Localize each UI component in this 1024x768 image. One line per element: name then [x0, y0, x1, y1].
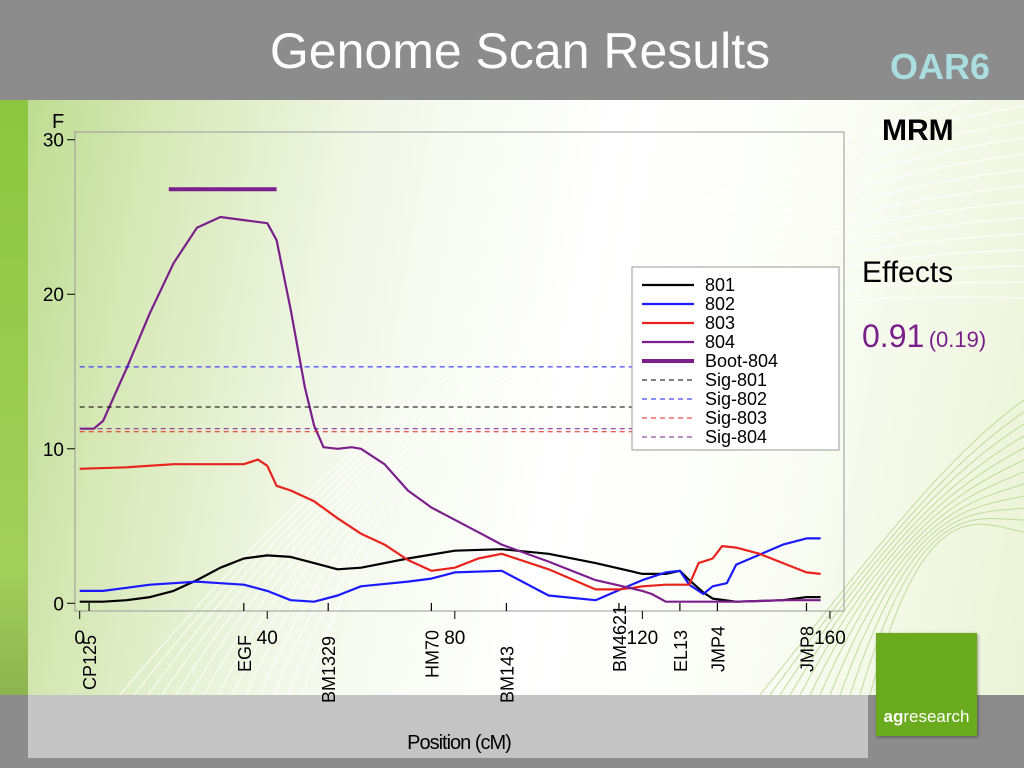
- background-wave: [119, 100, 978, 695]
- background-wave: [273, 265, 1024, 695]
- legend-label: Sig-803: [705, 408, 767, 428]
- legend-label: 801: [705, 275, 735, 295]
- axis-tick-labels: 0 40 80 120 160 0 10 20 30: [43, 131, 846, 649]
- background-wave: [869, 523, 1024, 695]
- logo-text-light: research: [903, 707, 970, 726]
- logo-text: agresearch: [876, 707, 977, 727]
- y-axis-label: F: [52, 111, 64, 133]
- background-wave: [189, 169, 1024, 695]
- x-tick-label: 40: [257, 628, 278, 649]
- x-tick-label: 120: [627, 628, 659, 649]
- y-tick-label: 10: [43, 440, 64, 461]
- background-wave: [245, 233, 1024, 695]
- marker-label: CP125: [80, 635, 100, 690]
- legend-label: Sig-804: [705, 427, 767, 447]
- background-wave: [809, 459, 1024, 695]
- background-wave: [789, 435, 1024, 695]
- marker-label: BM1329: [319, 636, 339, 703]
- y-tick-label: 20: [43, 285, 64, 306]
- marker-label: HM70: [422, 630, 442, 678]
- legend-box: [631, 266, 840, 451]
- method-label: MRM: [882, 114, 954, 147]
- marker-label: JMP8: [797, 626, 817, 672]
- background-wave: [759, 399, 1024, 695]
- chromosome-label: OAR6: [889, 46, 990, 87]
- background-wave: [175, 153, 1024, 695]
- background-panel: [0, 100, 1024, 695]
- marker-label: BM4621: [610, 605, 630, 672]
- series-line-802: [79, 537, 821, 603]
- background-wave: [231, 217, 1024, 695]
- logo-text-bold: ag: [883, 707, 904, 726]
- slide-title: Genome Scan Results: [269, 23, 771, 79]
- background-wave: [769, 411, 1024, 695]
- legend-label: Boot-804: [705, 351, 778, 371]
- agresearch-logo: agresearch: [876, 633, 977, 736]
- background-wave: [799, 447, 1024, 695]
- marker-labels: CP125 EGF BM1329 HM70 BM143 BM4621 EL13 JMP4 JMP…: [80, 603, 817, 703]
- legend-label: 804: [705, 332, 735, 352]
- y-tick-label: 30: [43, 131, 64, 152]
- background-wave: [859, 517, 1024, 695]
- y-tick-label: 0: [53, 594, 64, 615]
- background-waves: [119, 100, 1024, 695]
- effect-standard-error: (0.19): [928, 327, 987, 352]
- series-line-801: [79, 548, 821, 603]
- x-tick-label: 80: [444, 628, 465, 649]
- legend-label: 802: [705, 294, 735, 314]
- background-wave: [779, 423, 1024, 695]
- left-accent-strip: [0, 100, 28, 768]
- marker-label: EGF: [235, 635, 255, 672]
- background-wave: [849, 507, 1024, 695]
- marker-label: JMP4: [708, 626, 728, 672]
- plot-area: [74, 131, 845, 612]
- background-wave: [133, 105, 1024, 695]
- effects-label: Effects: [862, 256, 954, 289]
- legend-label: Sig-802: [705, 389, 767, 409]
- footer-panel: [28, 695, 868, 758]
- x-axis-title: Position (cM): [407, 732, 512, 754]
- axis-ticks: [67, 139, 831, 619]
- header-bar: [0, 0, 1024, 100]
- x-tick-label: 160: [814, 628, 846, 649]
- background-wave: [839, 495, 1024, 695]
- effect-value: 0.91: [862, 318, 925, 354]
- effect-value-line: 0.91 (0.19): [862, 318, 986, 355]
- series-lines: [79, 187, 821, 603]
- background-wave: [301, 296, 1024, 695]
- x-tick-label: 0: [74, 628, 85, 649]
- legend: 801802803804Boot-804Sig-801Sig-802Sig-80…: [631, 266, 840, 451]
- marker-label: BM143: [497, 646, 517, 703]
- legend-label: 803: [705, 313, 735, 333]
- series-line-803: [79, 458, 821, 591]
- background-wave: [147, 121, 1024, 695]
- series-line-804: [79, 215, 821, 603]
- background-wave: [217, 201, 1024, 695]
- marker-label: EL13: [671, 630, 691, 672]
- background-wave: [259, 249, 1024, 695]
- background-wave: [203, 185, 1024, 695]
- background-wave: [829, 483, 1024, 695]
- background-wave: [287, 281, 1024, 695]
- background-wave: [819, 471, 1024, 695]
- legend-label: Sig-801: [705, 370, 767, 390]
